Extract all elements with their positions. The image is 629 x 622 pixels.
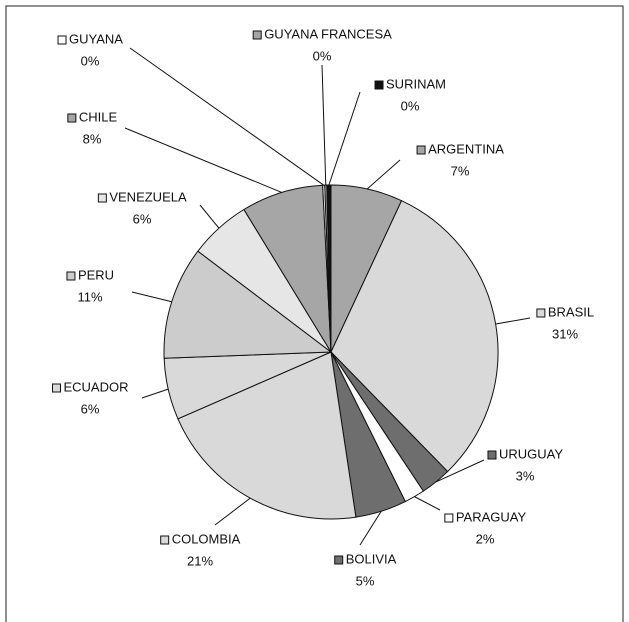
value-label: 8% xyxy=(83,131,102,146)
legend-swatch xyxy=(160,535,170,545)
value-label: 7% xyxy=(451,163,470,178)
legend-swatch xyxy=(252,30,262,40)
category-label: ARGENTINA xyxy=(428,141,504,156)
leader-line xyxy=(495,317,531,325)
leader-line xyxy=(141,388,169,399)
leader-line xyxy=(199,204,220,229)
value-label: 5% xyxy=(356,573,375,588)
leader-line xyxy=(129,47,325,186)
legend-swatch xyxy=(374,80,384,90)
value-label: 2% xyxy=(476,531,495,546)
value-label: 6% xyxy=(81,401,100,416)
legend-swatch xyxy=(57,35,67,45)
legend-swatch xyxy=(66,271,76,281)
category-label: URUGUAY xyxy=(499,446,563,461)
pie-slice xyxy=(163,250,333,359)
legend-swatch xyxy=(536,308,546,318)
leader-line xyxy=(435,459,485,483)
category-label: CHILE xyxy=(79,109,118,124)
category-label: BOLIVIA xyxy=(346,551,397,566)
legend-swatch xyxy=(97,193,107,203)
category-label: COLOMBIA xyxy=(172,531,241,546)
legend-swatch xyxy=(444,513,454,523)
leader-line xyxy=(214,497,251,526)
value-label: 3% xyxy=(516,468,535,483)
value-label: 0% xyxy=(81,53,100,68)
legend-swatch xyxy=(67,113,77,123)
category-label: SURINAM xyxy=(386,76,446,91)
leader-line xyxy=(124,127,282,193)
leader-line xyxy=(414,496,441,511)
leader-line xyxy=(321,64,327,186)
category-label: GUYANA xyxy=(69,31,123,46)
leader-line xyxy=(328,91,361,186)
value-label: 31% xyxy=(552,326,578,341)
category-label: PARAGUAY xyxy=(456,509,527,524)
legend-swatch xyxy=(51,383,61,393)
pie-slice xyxy=(177,351,357,520)
category-label: VENEZUELA xyxy=(109,189,187,204)
leader-line xyxy=(131,291,172,303)
chart-frame xyxy=(5,5,624,622)
value-label: 0% xyxy=(313,48,332,63)
value-label: 21% xyxy=(187,553,213,568)
leader-line xyxy=(366,159,401,190)
value-label: 11% xyxy=(77,289,102,304)
category-label: ECUADOR xyxy=(63,379,128,394)
category-label: PERU xyxy=(78,267,114,282)
legend-swatch xyxy=(334,555,344,565)
category-label: GUYANA FRANCESA xyxy=(264,26,392,41)
legend-swatch xyxy=(487,450,497,460)
leader-line xyxy=(359,511,382,546)
value-label: 6% xyxy=(133,211,152,226)
value-label: 0% xyxy=(401,98,420,113)
legend-swatch xyxy=(416,145,426,155)
category-label: BRASIL xyxy=(548,304,594,319)
